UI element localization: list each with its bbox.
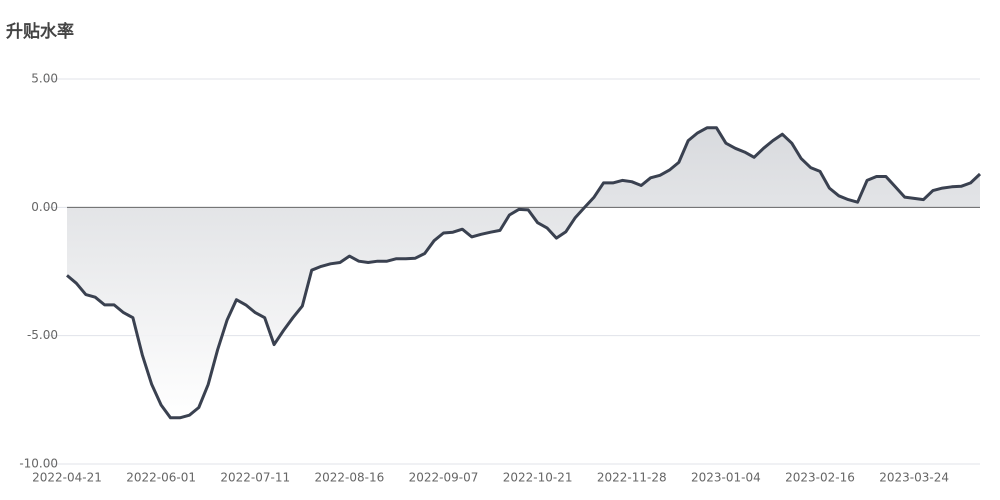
x-tick-label: 2022-08-16 <box>314 471 384 485</box>
y-tick-label: -5.00 <box>27 328 58 342</box>
x-tick-label: 2022-09-07 <box>409 471 479 485</box>
chart-title: 升贴水率 <box>6 21 74 42</box>
x-tick-label: 2022-07-11 <box>220 471 290 485</box>
y-tick-label: 0.00 <box>31 200 58 214</box>
x-tick-label: 2022-06-01 <box>126 471 196 485</box>
x-tick-label: 2022-10-21 <box>503 471 573 485</box>
y-tick-label: 5.00 <box>31 72 58 86</box>
x-tick-label: 2023-03-24 <box>879 471 949 485</box>
y-tick-label: -10.00 <box>19 457 58 471</box>
x-tick-label: 2023-02-16 <box>785 471 855 485</box>
x-tick-label: 2023-01-04 <box>691 471 761 485</box>
x-tick-label: 2022-04-21 <box>32 471 102 485</box>
area-fill <box>67 127 980 418</box>
line <box>66 126 982 420</box>
x-tick-label: 2022-11-28 <box>597 471 667 485</box>
